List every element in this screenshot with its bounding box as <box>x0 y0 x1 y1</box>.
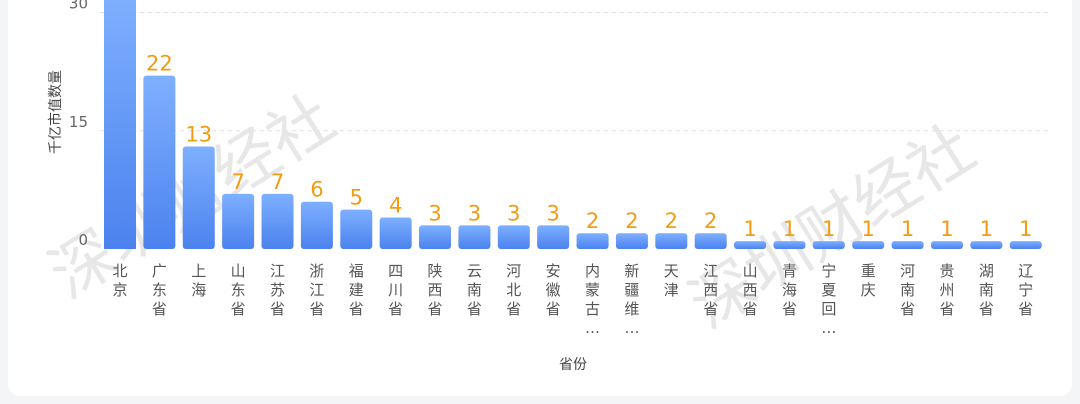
y-tick-label: 15 <box>69 113 88 131</box>
bar-value-label: 5 <box>350 186 363 210</box>
x-tick-label: 云南省 <box>467 262 482 318</box>
bar-value-label: 3 <box>507 201 520 225</box>
x-tick-label: 重庆 <box>861 262 876 299</box>
x-tick-label: 江苏省 <box>270 262 285 318</box>
bar-value-label: 1 <box>783 217 796 241</box>
x-tick-label: 安徽省 <box>546 262 561 318</box>
bar-value-label: 3 <box>428 201 441 225</box>
x-tick-label: 辽宁省 <box>1018 262 1033 318</box>
bar-value-label: 1 <box>822 217 835 241</box>
x-tick-label: 陕西省 <box>428 262 443 318</box>
x-tick-label: 贵州省 <box>939 262 954 318</box>
bar <box>458 225 491 249</box>
bar <box>694 233 727 249</box>
bar <box>734 241 767 249</box>
bar-value-label: 2 <box>665 209 678 233</box>
bar <box>379 217 412 249</box>
bar <box>419 225 452 249</box>
y-tick-label: 0 <box>78 231 88 249</box>
x-tick-label: 天津 <box>664 262 679 299</box>
x-tick-label: 河南省 <box>900 262 915 318</box>
x-tick-label: 河北省 <box>506 262 521 318</box>
bar <box>497 225 530 249</box>
bar-value-label: 3 <box>468 201 481 225</box>
bar-value-label: 2 <box>625 209 638 233</box>
bar <box>773 241 806 249</box>
bar-value-label: 1 <box>743 217 756 241</box>
bar-value-label: 1 <box>940 217 953 241</box>
bar <box>182 146 215 249</box>
bar-value-label: 1 <box>901 217 914 241</box>
bar-value-label: 1 <box>1019 217 1032 241</box>
bar-value-label: 7 <box>271 170 284 194</box>
bar-value-label: 22 <box>146 52 173 76</box>
bar <box>852 241 885 249</box>
bar <box>812 241 845 249</box>
x-tick-label: 上海 <box>191 262 206 299</box>
bar <box>891 241 924 249</box>
bar <box>537 225 570 249</box>
y-axis-ticks: 0 15 30 <box>69 0 88 249</box>
y-tick-label: 30 <box>69 0 88 13</box>
x-tick-label: 山东省 <box>231 262 246 318</box>
x-tick-label: 广东省 <box>152 262 167 318</box>
x-tick-label: 江西省 <box>703 262 718 318</box>
bar <box>655 233 688 249</box>
x-tick-label: 湖南省 <box>979 262 994 318</box>
bar <box>300 201 333 249</box>
bar <box>261 193 294 249</box>
bar-value-label: 6 <box>310 178 323 202</box>
x-tick-label: 福建省 <box>349 262 364 318</box>
bar <box>222 193 255 249</box>
bar-value-label: 13 <box>185 123 212 147</box>
bar-value-label: 2 <box>704 209 717 233</box>
bar <box>615 233 648 249</box>
bar-value-label: 7 <box>231 170 244 194</box>
bar <box>970 241 1003 249</box>
x-tick-label: 山西省 <box>743 262 758 318</box>
bar-value-label: 1 <box>980 217 993 241</box>
bar-value-label: 2 <box>586 209 599 233</box>
gridlines <box>100 12 1050 132</box>
bar-value-label: 4 <box>389 193 402 217</box>
bar <box>930 241 963 249</box>
bar <box>340 209 373 249</box>
bar <box>143 75 176 250</box>
bar <box>576 233 609 249</box>
bar <box>1009 241 1042 249</box>
x-tick-label: 青海省 <box>782 262 797 318</box>
x-tick-label: 北京 <box>112 262 127 299</box>
x-tick-label: 内蒙古… <box>585 262 600 337</box>
bar-value-label: 3 <box>546 201 559 225</box>
bar-value-label: 1 <box>862 217 875 241</box>
x-tick-label: 宁夏回… <box>821 262 836 337</box>
x-axis-title: 省份 <box>559 357 587 373</box>
x-tick-label: 新疆维… <box>624 262 639 337</box>
y-axis-title: 千亿市值数量 <box>47 70 64 154</box>
x-tick-label: 四川省 <box>388 262 403 318</box>
x-tick-label: 浙江省 <box>309 262 324 318</box>
x-axis-labels: 北京 广东省 上海 山东省 江苏省 浙江省 福建省 四川省 陕西省 云南省 河北省 安徽省 内蒙古… 新疆… <box>112 262 1033 337</box>
bar <box>104 0 136 249</box>
